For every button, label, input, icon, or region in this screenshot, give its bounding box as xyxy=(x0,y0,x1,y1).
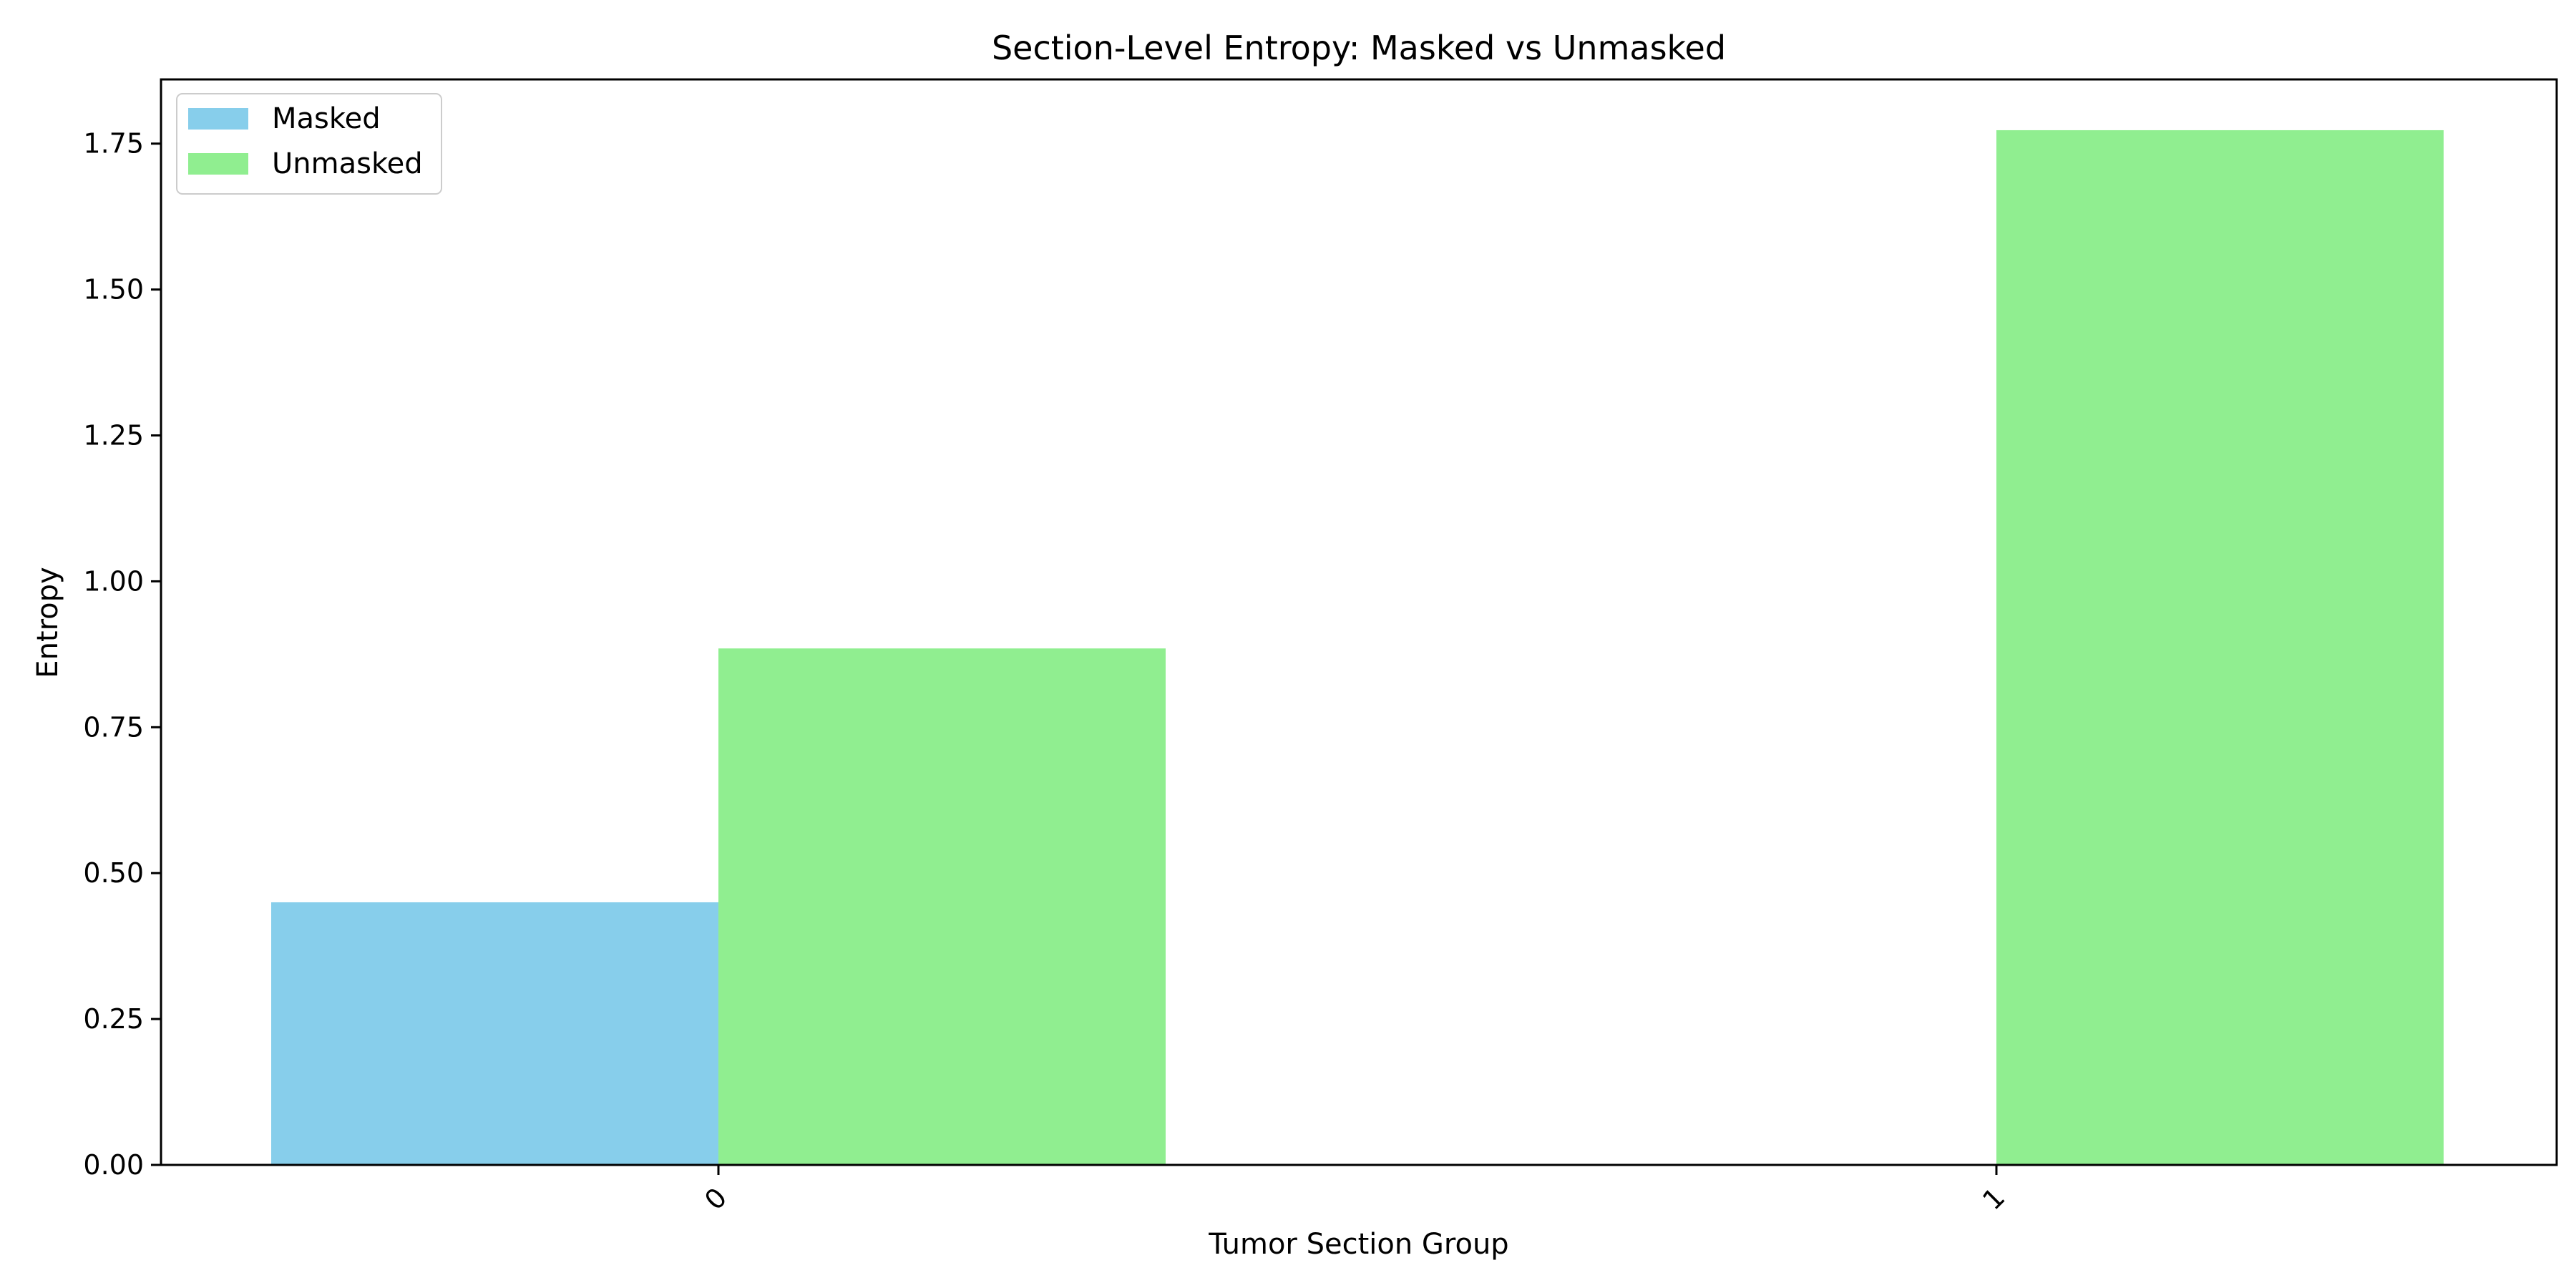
chart-title: Section-Level Entropy: Masked vs Unmaske… xyxy=(992,29,1726,67)
y-tick-label: 0.50 xyxy=(83,857,144,889)
y-tick-label: 0.75 xyxy=(83,711,144,743)
x-tick-label: 1 xyxy=(1976,1181,2011,1216)
y-axis-label: Entropy xyxy=(31,567,64,678)
bar-unmasked-1 xyxy=(1996,130,2444,1166)
legend-label-masked: Masked xyxy=(272,102,381,135)
bars xyxy=(271,130,2444,1166)
legend-label-unmasked: Unmasked xyxy=(272,147,423,180)
legend-swatch-unmasked xyxy=(188,153,248,175)
bar-unmasked-0 xyxy=(718,648,1166,1165)
y-tick-label: 0.25 xyxy=(83,1003,144,1035)
y-tick-label: 0.00 xyxy=(83,1149,144,1181)
legend: Masked Unmasked xyxy=(176,93,442,195)
y-tick-label: 1.50 xyxy=(83,274,144,306)
x-axis-label: Tumor Section Group xyxy=(1208,1228,1508,1261)
y-axis-ticks: 0.00 0.25 0.50 0.75 1.00 1.25 1.50 1.75 xyxy=(83,128,161,1181)
y-tick-label: 1.25 xyxy=(83,420,144,452)
plot-frame xyxy=(160,78,2558,1166)
bar-masked-0 xyxy=(271,902,718,1165)
legend-swatch-masked xyxy=(188,108,248,130)
y-tick-label: 1.75 xyxy=(83,128,144,160)
x-tick-label: 0 xyxy=(698,1181,733,1216)
y-tick-label: 1.00 xyxy=(83,565,144,597)
